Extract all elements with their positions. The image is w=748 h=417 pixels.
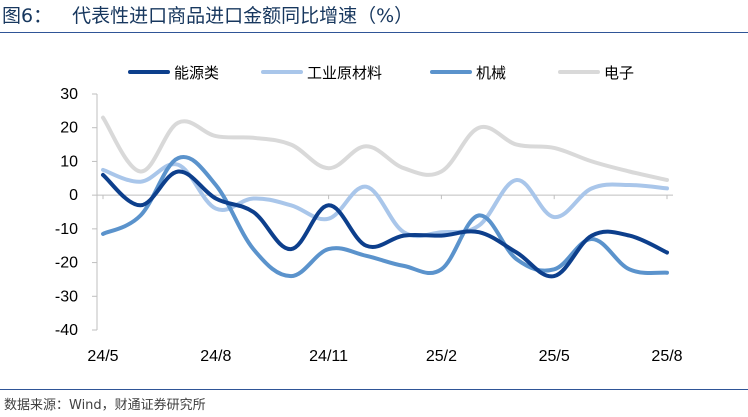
y-tick-label: 0 <box>69 187 78 204</box>
top-rule <box>0 32 748 33</box>
legend-label: 电子 <box>604 64 634 82</box>
y-tick-label: 10 <box>60 153 78 170</box>
x-tick-label: 24/11 <box>309 348 348 365</box>
bottom-rule <box>0 389 748 390</box>
x-tick-label: 25/5 <box>539 348 570 365</box>
legend: 能源类 工业原材料 机械 电子 <box>128 64 634 82</box>
series-line <box>101 169 669 279</box>
axes <box>92 93 673 331</box>
y-tick-label: -10 <box>55 221 78 238</box>
y-tick-label: -30 <box>55 288 78 305</box>
figure-title: 图6： 代表性进口商品进口金额同比增速（%） <box>2 2 413 30</box>
legend-label: 能源类 <box>174 64 219 82</box>
figure-number: 图6： <box>2 5 53 27</box>
y-tick-label: 20 <box>60 120 78 137</box>
y-tick-label: -20 <box>55 255 78 272</box>
y-tick-label: -40 <box>55 322 78 339</box>
legend-label: 机械 <box>476 64 506 82</box>
series-lines <box>101 115 669 279</box>
series-line <box>101 162 669 239</box>
source-note: 数据来源：Wind，财通证券研究所 <box>4 398 206 413</box>
x-tick-label: 25/8 <box>651 348 682 365</box>
x-tick-label: 25/2 <box>426 348 457 365</box>
line-chart: 能源类 工业原材料 机械 电子 30 20 10 0 -10 -20 -30 -40 24/5 24/8… <box>55 64 683 365</box>
series-line <box>101 115 669 182</box>
x-tick-label: 24/5 <box>87 348 118 365</box>
x-tick-label: 24/8 <box>200 348 231 365</box>
tick-labels: 30 20 10 0 -10 -20 -30 -40 24/5 24/8 24/11 25/2 25/5… <box>55 86 683 365</box>
y-tick-label: 30 <box>60 86 78 103</box>
legend-label: 工业原材料 <box>307 64 382 82</box>
series-line <box>101 155 669 279</box>
figure-title-text: 代表性进口商品进口金额同比增速（%） <box>72 5 414 27</box>
